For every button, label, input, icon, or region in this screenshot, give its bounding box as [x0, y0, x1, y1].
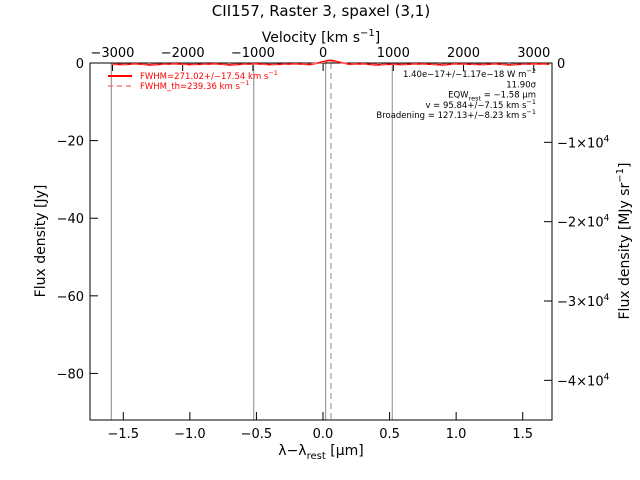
annotation-1: 1.40e−17+/−1.17e−18 W m−2 [403, 67, 536, 80]
right-axis-title: Flux density [MJy sr−1] [615, 162, 633, 319]
legend-label-1: FWHM=271.02+/−17.54 km s−1 [140, 69, 278, 82]
x-tick-label: −1.0 [174, 427, 206, 442]
annotation-4: v = 95.84+/−7.15 km s−1 [425, 98, 536, 111]
y-tick-label: −80 [57, 367, 84, 382]
y-axis-title: Flux density [Jy] [33, 185, 49, 298]
annotation-2: 11.90σ [506, 80, 536, 90]
right-tick-label: −4×104 [557, 372, 610, 389]
chart-title: CII157, Raster 3, spaxel (3,1) [212, 2, 430, 20]
y-tick-label: −40 [57, 212, 84, 227]
y-tick-label: 0 [76, 57, 84, 72]
x-tick-label: 0.0 [313, 427, 334, 442]
legend: FWHM=271.02+/−17.54 km s−1FWHM_th=239.36… [108, 69, 278, 92]
right-tick-label: 0 [557, 57, 565, 72]
axis-ticks: −1.5 −1.0 −0.5 0.0 0.5 1.0 1.5 0 −20 −40 −60 −80 −30… [57, 46, 610, 442]
top-tick-label: −3000 [90, 46, 134, 61]
y-tick-label: −60 [57, 290, 84, 305]
x-tick-label: 1.5 [512, 427, 533, 442]
top-tick-label: −1000 [231, 46, 275, 61]
top-axis-label: Velocity [km s−1] [262, 28, 381, 46]
annotation-3: EQWrest = −1.58 μm [448, 91, 536, 103]
top-tick-label: 1000 [377, 46, 410, 61]
top-tick-label: 3000 [517, 46, 550, 61]
x-tick-label: 1.0 [446, 427, 467, 442]
right-tick-label: −3×104 [557, 293, 610, 310]
y-tick-label: −20 [57, 135, 84, 150]
x-tick-label: −1.5 [107, 427, 139, 442]
top-tick-label: 0 [319, 46, 327, 61]
series-line-2 [111, 60, 550, 65]
y-axis-label: Flux density [Jy] [33, 185, 49, 298]
top-axis-title: Velocity [km s−1] [262, 28, 381, 46]
x-axis-title: λ−λrest [μm] [278, 443, 363, 462]
top-tick-label: 2000 [447, 46, 480, 61]
right-tick-label: −2×104 [557, 214, 610, 231]
right-axis-label: Flux density [MJy sr−1] [615, 162, 633, 319]
x-tick-label: −0.5 [241, 427, 273, 442]
series-group [111, 59, 550, 66]
legend-label-2: FWHM_th=239.36 km s−1 [140, 79, 249, 92]
annotation-5: Broadening = 127.13+/−8.23 km s−1 [376, 108, 536, 121]
x-tick-label: 0.5 [379, 427, 400, 442]
right-tick-label: −1×104 [557, 134, 610, 151]
x-axis-label: λ−λrest [μm] [278, 443, 363, 462]
top-tick-label: −2000 [161, 46, 205, 61]
